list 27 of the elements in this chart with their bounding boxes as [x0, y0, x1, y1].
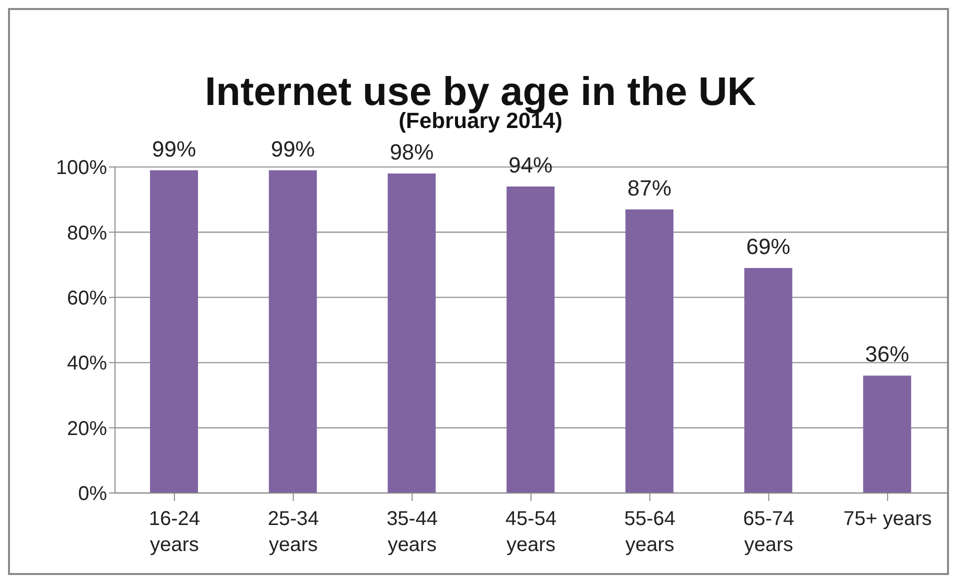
bar: [268, 170, 317, 493]
data-label: 87%: [627, 175, 672, 200]
y-tick-label: 60%: [66, 288, 108, 310]
y-tick-label: 100%: [56, 157, 108, 180]
bar: [625, 209, 674, 493]
x-tick-label: 25-34 years: [268, 508, 319, 556]
x-tick-label: 16-24 years: [148, 508, 200, 556]
x-tick-label: 45-54 years: [505, 508, 557, 556]
x-tick-label: 55-64 years: [624, 508, 676, 556]
bar: [506, 186, 555, 493]
x-tick-label: 75+ years: [843, 508, 932, 530]
data-label: 99%: [270, 136, 315, 162]
y-tick-label: 40%: [66, 352, 108, 375]
bar: [150, 170, 198, 493]
data-label: 98%: [390, 140, 434, 165]
bar: [744, 268, 792, 493]
x-tick-label: 35-44 years: [386, 508, 438, 556]
bar: [388, 174, 436, 493]
data-label: 36%: [865, 342, 910, 367]
y-tick-label: 20%: [66, 418, 108, 440]
data-label: 94%: [508, 152, 553, 178]
data-label: 99%: [152, 136, 196, 162]
y-tick-label: 0%: [78, 483, 108, 506]
y-tick-label: 80%: [66, 222, 108, 244]
bar: [863, 376, 912, 493]
x-tick-label: 65-74 years: [743, 508, 794, 556]
data-label: 69%: [746, 234, 790, 260]
